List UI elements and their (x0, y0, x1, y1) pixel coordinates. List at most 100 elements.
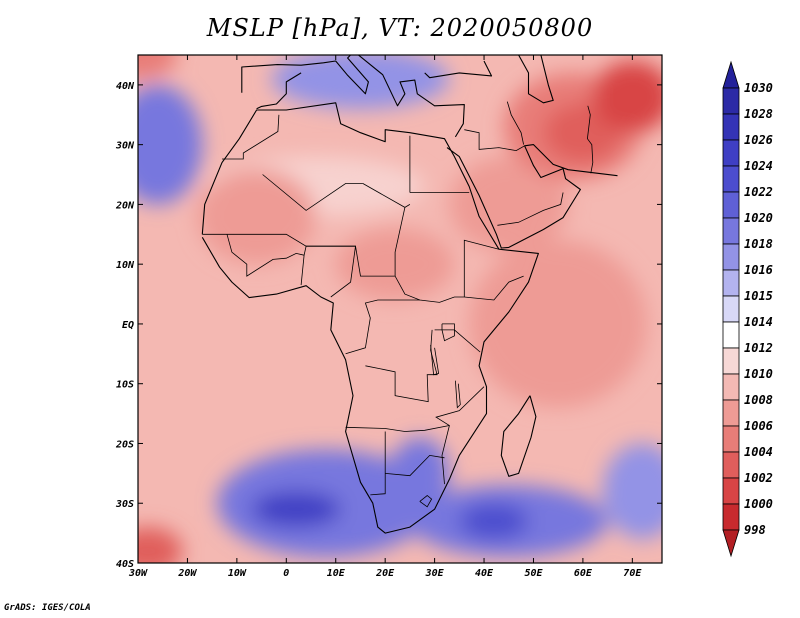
map-title: MSLP [hPa], VT: 2020050800 (206, 14, 594, 42)
drc-west (345, 299, 420, 355)
colorbar-swatch (722, 477, 740, 505)
colorbar-label: 1015 (744, 289, 773, 303)
x-tick-label: 0 (283, 568, 289, 579)
pressure-sw-low (138, 527, 183, 563)
arabia-coastline (446, 144, 618, 249)
y-tick-label: 30S (115, 499, 134, 510)
saudi-yemen (497, 192, 564, 226)
colorbar-label: 1008 (744, 393, 773, 407)
colorbar-swatch (722, 243, 740, 271)
colorbar-label: 1026 (744, 133, 773, 147)
pressure-nw-low (138, 55, 178, 79)
colorbar: 1030 1028 1026 1024 1022 1020 1018 1016 1015 1014… (722, 60, 773, 558)
colorbar-label: 1004 (744, 445, 773, 459)
map-area: 30W 20W 10W 0 10E 20E 30E 40E 50E 60E 70E 40N 30N 20… (115, 54, 663, 579)
lake-malawi (455, 380, 461, 409)
colorbar-label: 1024 (744, 159, 773, 173)
nigeria (300, 245, 356, 298)
colorbar-swatch (722, 425, 740, 453)
madagascar-coastline (500, 395, 537, 477)
colorbar-swatch (722, 139, 740, 167)
colorbar-bottom-arrow (722, 529, 740, 558)
colorbar-label: 1002 (744, 471, 773, 485)
coastlines (201, 55, 618, 534)
colorbar-swatch (722, 321, 740, 349)
mozambique (435, 386, 485, 485)
x-tick-label: 40E (475, 568, 494, 579)
colorbar-label: 1012 (744, 341, 773, 355)
botswana-sa (385, 454, 445, 477)
pressure-fields (138, 55, 662, 563)
middle-east (464, 129, 525, 152)
ethiopia-somalia (463, 239, 499, 297)
colorbar-swatch (722, 269, 740, 297)
x-tick-label: 30W (128, 568, 148, 579)
x-tick-label: 10W (228, 568, 247, 579)
y-tick-label: 10S (116, 380, 134, 391)
colorbar-swatch (722, 373, 740, 401)
y-tick-label: 20S (115, 439, 134, 450)
colorbar-swatch (722, 399, 740, 427)
sahel (202, 233, 524, 303)
colorbar-swatch (722, 451, 740, 479)
pressure-southern-africa-high (390, 437, 450, 510)
iraq-iran (506, 101, 524, 145)
x-tick-label: 20E (375, 568, 395, 579)
colorbar-label: 1010 (744, 367, 773, 381)
iberia-med-coastline (256, 72, 302, 110)
lesotho (419, 494, 433, 508)
pressure-azores-ridge (138, 84, 203, 205)
y-tick-label: EQ (122, 320, 134, 331)
colorbar-top-arrow (722, 60, 740, 89)
west-africa (226, 234, 305, 277)
country-borders (202, 101, 594, 508)
caspian-coastline (518, 55, 554, 104)
colorbar-swatch (722, 191, 740, 219)
pressure-south-atlantic-core (251, 491, 341, 528)
y-tick-label: 20N (115, 200, 135, 211)
colorbar-swatch (722, 165, 740, 193)
europe-coastline (241, 55, 465, 138)
y-axis: 40N 30N 20N 10N EQ 10S 20S 30S 40S (115, 81, 662, 570)
algeria-niger-mali (262, 174, 363, 211)
x-tick-label: 10E (327, 568, 346, 579)
y-tick-label: 10N (116, 260, 135, 271)
pressure-indian-ocean-warm (469, 240, 648, 408)
x-tick-label: 50E (524, 568, 543, 579)
colorbar-label: 1014 (744, 315, 773, 329)
x-tick-label: 20W (177, 568, 197, 579)
africa-coastline (201, 102, 539, 534)
namibia-botswana (370, 431, 386, 496)
colorbar-label: 1000 (744, 497, 773, 511)
colorbar-swatch (722, 217, 740, 245)
colorbar-label: 1020 (744, 211, 773, 225)
pressure-arabia-low (449, 156, 569, 253)
colorbar-label: 1006 (744, 419, 773, 433)
colorbar-label: 1016 (744, 263, 773, 277)
colorbar-label: 1030 (744, 81, 773, 95)
colorbar-swatch (722, 295, 740, 323)
map-frame (137, 54, 663, 564)
colorbar-swatch (722, 503, 740, 531)
x-tick-label: 60E (574, 568, 593, 579)
black-sea-coastline (424, 60, 493, 79)
x-tick-label: 30E (425, 568, 445, 579)
colorbar-swatch (722, 87, 740, 115)
iran-afghan (586, 105, 594, 174)
colorbar-label: 998 (744, 523, 766, 537)
x-tick-label: 70E (623, 568, 642, 579)
colorbar-label: 1018 (744, 237, 773, 251)
colorbar-swatch (722, 347, 740, 375)
x-axis: 30W 20W 10W 0 10E 20E 30E 40E 50E 60E 70E (128, 55, 642, 579)
angola-namibia (345, 425, 450, 432)
chad-sudan (394, 207, 406, 277)
pressure-west-sahara-low (197, 168, 316, 265)
morocco-algeria (222, 114, 280, 160)
y-tick-label: 40S (116, 559, 134, 570)
pressure-asia-low (592, 60, 662, 133)
grads-credit: GrADS: IGES/COLA (4, 603, 91, 613)
pressure-east-high (602, 443, 662, 540)
colorbar-label: 1028 (744, 107, 773, 121)
y-tick-label: 30N (115, 141, 135, 152)
